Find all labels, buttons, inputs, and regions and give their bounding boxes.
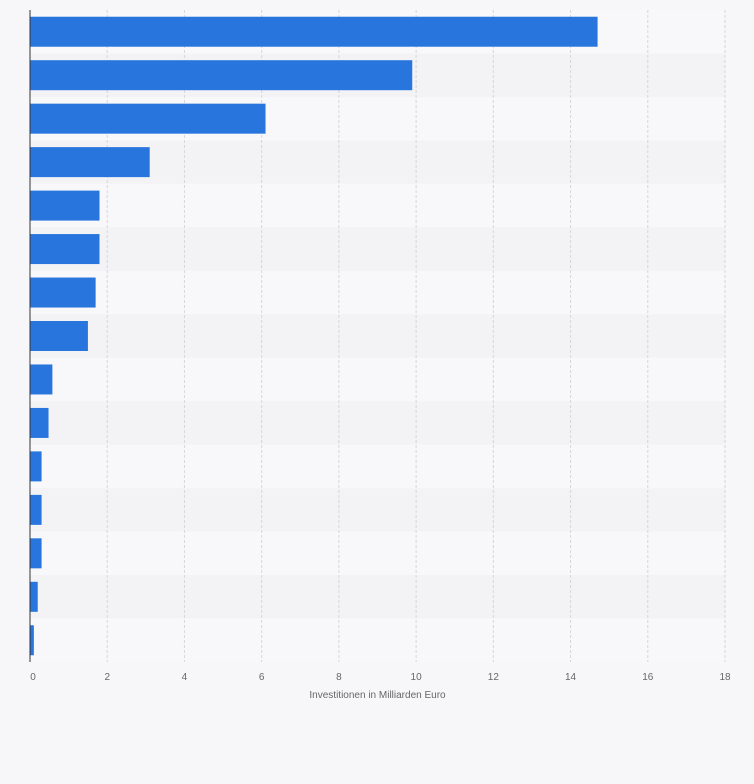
row-band	[30, 357, 725, 402]
bar[interactable]	[30, 407, 49, 438]
row-band	[30, 575, 725, 619]
bar[interactable]	[30, 103, 266, 134]
row-band	[30, 183, 725, 228]
bar[interactable]	[30, 60, 413, 91]
bar[interactable]	[30, 16, 598, 47]
row-band	[30, 488, 725, 532]
row-band	[30, 401, 725, 445]
x-tick-label: 10	[411, 672, 423, 683]
x-tick-label: 2	[104, 672, 110, 683]
bar[interactable]	[30, 190, 100, 221]
x-tick-label: 8	[336, 672, 342, 683]
x-tick-label: 0	[30, 672, 36, 683]
x-axis-ticks: 0 2 4 6 8 10 12 14 16 18	[30, 672, 731, 683]
bars	[30, 16, 598, 656]
bar[interactable]	[30, 234, 100, 265]
bar[interactable]	[30, 494, 42, 525]
row-bands	[30, 10, 725, 662]
gridlines	[106, 10, 726, 662]
bar[interactable]	[30, 364, 53, 395]
bar[interactable]	[30, 538, 42, 569]
row-band	[30, 444, 725, 489]
bar[interactable]	[30, 321, 88, 351]
x-axis-label: Investitionen in Milliarden Euro	[309, 690, 446, 701]
x-tick-label: 18	[719, 672, 731, 683]
x-tick-label: 6	[259, 672, 265, 683]
row-band	[30, 227, 725, 271]
row-band	[30, 314, 725, 358]
bar[interactable]	[30, 277, 96, 308]
bar[interactable]	[30, 451, 42, 482]
bar[interactable]	[30, 581, 38, 612]
row-band	[30, 618, 725, 662]
x-tick-label: 4	[182, 672, 188, 683]
bar[interactable]	[30, 147, 150, 178]
bar[interactable]	[30, 625, 34, 656]
row-band	[30, 270, 725, 315]
x-tick-label: 16	[642, 672, 654, 683]
x-tick-label: 14	[565, 672, 577, 683]
row-band	[30, 531, 725, 576]
x-tick-label: 12	[488, 672, 500, 683]
